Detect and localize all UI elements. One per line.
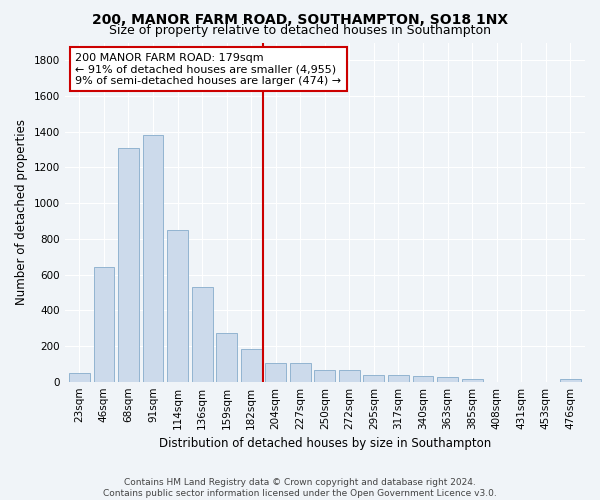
- Text: 200, MANOR FARM ROAD, SOUTHAMPTON, SO18 1NX: 200, MANOR FARM ROAD, SOUTHAMPTON, SO18 …: [92, 12, 508, 26]
- Bar: [118, 148, 139, 382]
- Bar: [314, 370, 335, 382]
- Y-axis label: Number of detached properties: Number of detached properties: [15, 119, 28, 305]
- Bar: [339, 370, 360, 382]
- Text: 200 MANOR FARM ROAD: 179sqm
← 91% of detached houses are smaller (4,955)
9% of s: 200 MANOR FARM ROAD: 179sqm ← 91% of det…: [75, 52, 341, 86]
- Bar: [191, 287, 212, 382]
- Bar: [265, 363, 286, 382]
- Bar: [69, 373, 90, 382]
- Bar: [560, 379, 581, 382]
- Bar: [241, 348, 262, 382]
- Bar: [437, 377, 458, 382]
- Bar: [461, 379, 482, 382]
- Bar: [388, 374, 409, 382]
- Bar: [364, 374, 385, 382]
- Bar: [290, 363, 311, 382]
- Text: Contains HM Land Registry data © Crown copyright and database right 2024.
Contai: Contains HM Land Registry data © Crown c…: [103, 478, 497, 498]
- Text: Size of property relative to detached houses in Southampton: Size of property relative to detached ho…: [109, 24, 491, 37]
- Bar: [143, 136, 163, 382]
- X-axis label: Distribution of detached houses by size in Southampton: Distribution of detached houses by size …: [159, 437, 491, 450]
- Bar: [94, 268, 115, 382]
- Bar: [167, 230, 188, 382]
- Bar: [216, 332, 237, 382]
- Bar: [413, 376, 433, 382]
